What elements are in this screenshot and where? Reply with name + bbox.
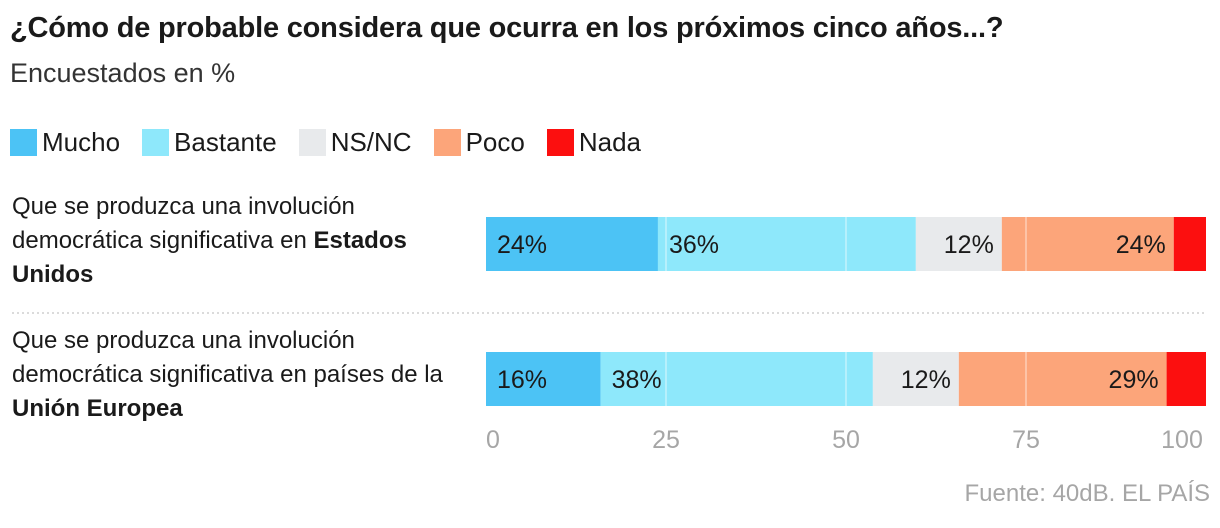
chart-subtitle: Encuestados en % xyxy=(10,58,236,88)
bar-segment-poco xyxy=(958,352,1167,406)
data-label: 12% xyxy=(901,366,951,394)
bar-segment-nada xyxy=(1166,352,1206,406)
bar-segment-nada xyxy=(1173,217,1206,271)
row-label-text: Que se produzca una involución democráti… xyxy=(12,193,355,254)
legend-item-mucho: Mucho xyxy=(10,127,120,158)
x-tick-label: 50 xyxy=(832,426,860,454)
chart-title: ¿Cómo de probable considera que ocurra e… xyxy=(10,12,1004,44)
legend-label: Bastante xyxy=(174,127,277,157)
x-tick-label: 25 xyxy=(652,426,680,454)
data-label: 24% xyxy=(1116,231,1166,259)
bar-segment-nsnc xyxy=(915,217,1002,271)
data-label: 36% xyxy=(669,231,719,259)
bar-segment-nsnc xyxy=(872,352,959,406)
data-label: 12% xyxy=(944,231,994,259)
legend-swatch xyxy=(433,129,461,156)
bar-segment-poco xyxy=(1001,217,1174,271)
row-label-estados-unidos: Que se produzca una involución democráti… xyxy=(12,190,482,292)
data-label: 24% xyxy=(497,231,547,259)
legend-label: Nada xyxy=(578,127,642,157)
legend-label: Mucho xyxy=(42,127,121,157)
data-label: 38% xyxy=(612,366,662,394)
legend-item-nsnc: NS/NC xyxy=(298,127,412,158)
x-tick-label: 75 xyxy=(1012,426,1040,454)
data-label: 29% xyxy=(1109,366,1159,394)
row-label-bold: Estados Unidos xyxy=(12,227,407,288)
source-note: Fuente: 40dB. EL PAÍS xyxy=(964,480,1210,507)
bar-segment-bastante xyxy=(600,352,873,406)
bar-segment-mucho xyxy=(486,217,658,271)
legend: Mucho Bastante NS/NC Poco Nada xyxy=(10,127,663,158)
bar-segment-bastante xyxy=(657,217,916,271)
row-label-bold: Unión Europea xyxy=(12,395,183,422)
legend-label: Poco xyxy=(465,127,525,157)
legend-label: NS/NC xyxy=(330,127,412,157)
x-tick-label: 100 xyxy=(1161,426,1203,454)
legend-swatch xyxy=(546,129,574,156)
legend-item-nada: Nada xyxy=(546,127,642,158)
legend-item-bastante: Bastante xyxy=(142,127,277,158)
row-label-union-europea: Que se produzca una involución democráti… xyxy=(12,324,482,426)
row-label-text: Que se produzca una involución democráti… xyxy=(12,327,443,388)
legend-swatch xyxy=(142,129,170,156)
legend-item-poco: Poco xyxy=(433,127,525,158)
bar-segment-mucho xyxy=(486,352,601,406)
x-tick-label: 0 xyxy=(486,426,500,454)
legend-swatch xyxy=(298,129,326,156)
data-label: 16% xyxy=(497,366,547,394)
legend-swatch xyxy=(10,129,37,156)
